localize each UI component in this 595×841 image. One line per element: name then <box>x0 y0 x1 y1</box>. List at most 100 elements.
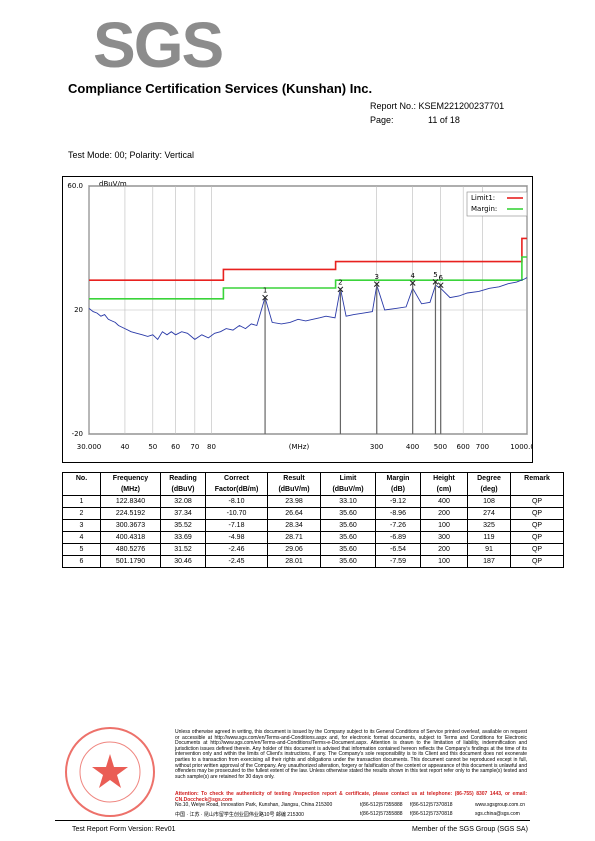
table-cell: 35.52 <box>160 519 206 532</box>
table-cell: -4.98 <box>205 531 268 544</box>
table-cell: 28.34 <box>267 519 321 532</box>
page-value: 11 of 18 <box>428 115 460 125</box>
marker-cross <box>337 286 344 293</box>
address-en: No.10, Weiye Road, Innovation Park, Kuns… <box>175 802 333 808</box>
header-cell: Reading <box>160 472 206 484</box>
marker-label: 5 <box>433 271 437 279</box>
series-line <box>89 237 527 281</box>
header-unit-cell: (dBuV/m) <box>267 484 321 496</box>
legend-label: Limit1: <box>471 194 495 202</box>
table-cell: QP <box>510 519 564 532</box>
table-cell: 122.8340 <box>100 495 161 508</box>
web: www.sgsgroup.com.cn <box>475 802 526 808</box>
header-cell: No. <box>62 472 101 484</box>
table-cell: 26.64 <box>267 507 321 520</box>
x-tick-label: 70 <box>190 443 199 451</box>
marker-cross <box>432 279 439 285</box>
table-cell: 37.34 <box>160 507 206 520</box>
header-cell: Height <box>420 472 468 484</box>
table-cell: QP <box>510 507 564 520</box>
header-cell: Frequency <box>100 472 161 484</box>
table-cell: -6.89 <box>375 531 421 544</box>
x-tick-label: 80 <box>207 443 216 451</box>
marker-label: 2 <box>338 278 342 286</box>
series-line <box>88 277 528 341</box>
marker-label: 4 <box>410 272 415 280</box>
table-cell: 4 <box>62 531 101 544</box>
result-table: No. Frequency Reading Correct Result Limit Mar… <box>62 472 564 568</box>
fax-2: f(86-512)57370818 <box>410 811 453 817</box>
table-cell: 5 <box>62 543 101 556</box>
table-cell: 28.71 <box>267 531 321 544</box>
table-cell: 35.60 <box>320 531 376 544</box>
table-row: 2 224.5192 37.34 -10.70 26.64 35.60 -8.96 200 27… <box>62 507 564 520</box>
x-tick-label: 40 <box>120 443 129 451</box>
table-cell: -9.12 <box>375 495 421 508</box>
x-tick-label: 500 <box>434 443 447 451</box>
fax: f(86-512)57370818 <box>410 802 453 808</box>
attention: Attention: To check the authenticity of … <box>175 791 527 803</box>
form-version: Test Report Form Version: Rev01 <box>72 826 176 833</box>
table-cell: 2 <box>62 507 101 520</box>
tel: t(86-512)57355888 <box>360 802 403 808</box>
y-tick-label: 20 <box>74 306 83 314</box>
x-tick-label: 300 <box>370 443 383 451</box>
company: Compliance Certification Services (Kunsh… <box>68 81 373 96</box>
table-row: 6 501.1790 30.46 -2.45 28.01 35.60 -7.59 100 187… <box>62 555 564 568</box>
header-unit-cell <box>510 484 564 496</box>
tel-2: t(86-512)57355888 <box>360 811 403 817</box>
page-label: Page: <box>370 115 394 125</box>
table-cell: 501.1790 <box>100 555 161 568</box>
footer-rule <box>55 820 530 821</box>
marker-cross <box>262 294 268 301</box>
table-cell: QP <box>510 555 564 568</box>
table-cell: 300 <box>420 531 468 544</box>
header-unit-cell: (dBuV) <box>160 484 206 496</box>
table-cell: 224.5192 <box>100 507 161 520</box>
table-cell: 32.08 <box>160 495 206 508</box>
x-tick-label: 30.000 <box>77 443 102 451</box>
table-cell: 3 <box>62 519 101 532</box>
table-cell: 91 <box>467 543 511 556</box>
logo: SGS <box>93 9 224 81</box>
series-line <box>89 256 527 300</box>
table-cell: 400 <box>420 495 468 508</box>
marker-label: 3 <box>375 273 379 281</box>
table-cell: 30.46 <box>160 555 206 568</box>
table-cell: 480.5276 <box>100 543 161 556</box>
header-cell: Correct <box>205 472 268 484</box>
x-tick-label: 1000.000 <box>510 443 533 451</box>
header-unit-cell <box>62 484 101 496</box>
header-cell: Result <box>267 472 321 484</box>
table-cell: 325 <box>467 519 511 532</box>
table-cell: 300.3673 <box>100 519 161 532</box>
marker-label: 1 <box>263 287 267 295</box>
header-unit-cell: (cm) <box>420 484 468 496</box>
table-cell: 23.98 <box>267 495 321 508</box>
table-cell: -7.26 <box>375 519 421 532</box>
table-row: 1 122.8340 32.08 -8.10 23.98 33.10 -9.12 400 108… <box>62 495 564 508</box>
marker-cross <box>437 282 444 289</box>
address-cn: 中国 · 江苏 · 昆山市留学生创业园伟业路10号 邮编 215300 <box>175 812 304 818</box>
table-cell: -7.18 <box>205 519 268 532</box>
table-cell: 200 <box>420 543 468 556</box>
email: sgs.china@sgs.com <box>475 811 520 817</box>
table-cell: 35.60 <box>320 543 376 556</box>
table-cell: 6 <box>62 555 101 568</box>
table-cell: 200 <box>420 507 468 520</box>
table-cell: 108 <box>467 495 511 508</box>
table-row: 3 300.3673 35.52 -7.18 28.34 35.60 -7.26 100 325… <box>62 519 564 532</box>
table-row: (MHz) (dBuV) Factor(dB/m) (dBuV/m) (dBuV/m)(… <box>62 484 564 496</box>
header-unit-cell: (dBuV/m) <box>320 484 376 496</box>
table-cell: QP <box>510 495 564 508</box>
header-unit-cell: Factor(dB/m) <box>205 484 268 496</box>
header-cell: Remark <box>510 472 564 484</box>
test-mode: Test Mode: 00; Polarity: Vertical <box>68 150 195 160</box>
table-row: 5 480.5276 31.52 -2.46 29.06 35.60 -6.54 200 91 Q… <box>62 543 564 556</box>
table-cell: 100 <box>420 519 468 532</box>
table-cell: 400.4318 <box>100 531 161 544</box>
table-cell: -7.59 <box>375 555 421 568</box>
table-cell: 119 <box>467 531 511 544</box>
x-tick-label: 60 <box>171 443 180 451</box>
